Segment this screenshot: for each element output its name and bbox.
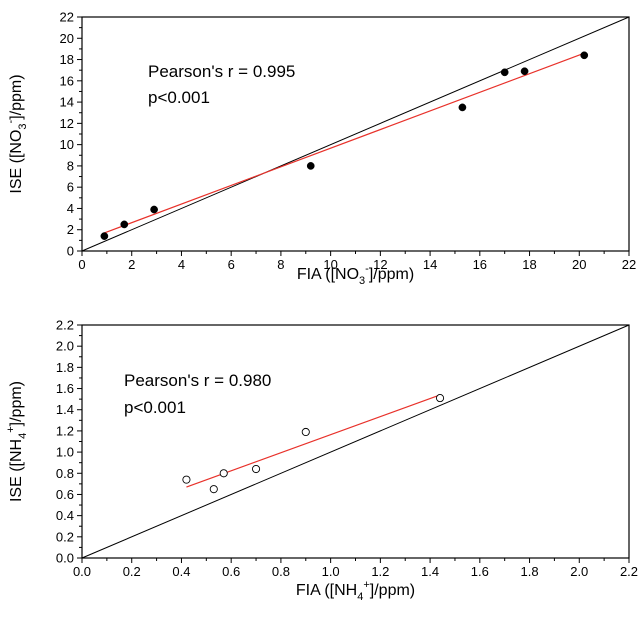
- panel2-data-point: [219, 469, 228, 478]
- panel2-y-tick-label: 0.0: [56, 551, 74, 566]
- panel2-x-tick-label: 1.6: [471, 564, 489, 579]
- panel1-y-tick-label: 8: [67, 158, 74, 173]
- panel2-y-tick-label: 1.0: [56, 445, 74, 460]
- panel2-x-tick-label: 1.0: [322, 564, 340, 579]
- panel2-annotation-p: p<0.001: [124, 398, 186, 417]
- panel1-y-tick-label: 10: [60, 137, 74, 152]
- panel2-y-tick-label: 1.8: [56, 360, 74, 375]
- panel1-y-tick-label: 14: [60, 95, 74, 110]
- panel1-annotation-r: Pearson's r = 0.995: [148, 62, 295, 81]
- panel1-x-tick-label: 22: [622, 257, 636, 272]
- panel2-y-tick-label: 0.6: [56, 487, 74, 502]
- panel1-x-tick-label: 20: [572, 257, 586, 272]
- panel1-y-axis-label: ISE ([NO3-]/ppm): [5, 74, 29, 193]
- panel1-x-tick-label: 6: [228, 257, 235, 272]
- panel2-x-tick-label: 0.2: [123, 564, 141, 579]
- panel2-annotation-r: Pearson's r = 0.980: [124, 371, 271, 390]
- panel2-y-tick-label: 2.0: [56, 339, 74, 354]
- panel-2: 0.0 0.2 0.4 0.6 0.8 1.0 1.2 1.4 1.6 1.8 2.0 2.2 0.0 0…: [5, 318, 638, 604]
- panel1-y-tick-label: 4: [67, 201, 74, 216]
- panel2-x-tick-label: 1.2: [371, 564, 389, 579]
- panel1-x-tick-label: 18: [522, 257, 536, 272]
- panel2-y-tick-label: 2.2: [56, 318, 74, 333]
- panel2-data-point: [301, 427, 310, 437]
- panel2-data-point: [435, 394, 445, 403]
- panel1-x-tick-label: 8: [277, 257, 284, 272]
- panel1-y-tick-label: 0: [67, 244, 74, 259]
- panel2-x-tick-label: 2.2: [620, 564, 638, 579]
- panel2-y-tick-label: 0.8: [56, 466, 74, 481]
- panel1-data-point: [100, 232, 109, 240]
- panel1-annotation-p: p<0.001: [148, 88, 210, 107]
- panel2-y-tick-label: 1.4: [56, 402, 74, 417]
- panel2-x-axis-label: FIA ([NH4+]/ppm): [296, 579, 415, 603]
- panel1-y-tick-label: 18: [60, 52, 74, 67]
- panel1-y-tick-label: 12: [60, 116, 74, 131]
- panel1-data-point: [120, 220, 129, 229]
- panel2-identity-line: [81, 324, 630, 559]
- panel1-data-point: [520, 67, 529, 76]
- panel1-data-point: [306, 162, 315, 170]
- panel2-data-point: [209, 485, 218, 494]
- panel1-y-tick-label: 2: [67, 222, 74, 237]
- panel1-x-tick-label: 10: [323, 257, 337, 272]
- panel1-x-tick-label: 12: [373, 257, 387, 272]
- panel2-y-tick-label: 0.2: [56, 529, 74, 544]
- panel2-data-point: [182, 475, 191, 484]
- panel2-x-tick-label: 1.4: [421, 564, 439, 579]
- panel2-x-tick-label: 0.8: [272, 564, 290, 579]
- panel1-identity-line: [81, 16, 630, 252]
- panel2-y-axis-label: ISE ([NH4+]/ppm): [5, 381, 29, 502]
- panel2-y-tick-label: 1.6: [56, 381, 74, 396]
- panel1-fit-line: [104, 52, 585, 234]
- panel1-x-tick-label: 2: [128, 257, 135, 272]
- panel-1: 0 2 4 6 8 10 12 14 16 18 20 22 0 2 4 6 8 10 12 14 16 18 20 22 FI…: [5, 10, 636, 288]
- panel1-x-tick-label: 4: [178, 257, 185, 272]
- panel1-data-point: [500, 68, 509, 77]
- panel2-y-tick-label: 1.2: [56, 423, 74, 438]
- panel1-y-tick-label: 22: [60, 10, 74, 25]
- panel2-x-tick-label: 0.4: [172, 564, 190, 579]
- panel1-y-tick-label: 20: [60, 31, 74, 46]
- panel2-data-point: [251, 464, 261, 474]
- panel1-data-point: [150, 205, 158, 214]
- panel2-x-tick-label: 1.8: [521, 564, 539, 579]
- panel1-x-tick-label: 0: [78, 257, 85, 272]
- panel1-y-tick-label: 16: [60, 73, 74, 88]
- panel2-x-tick-label: 2.0: [570, 564, 588, 579]
- panel1-data-point: [458, 103, 467, 112]
- panel1-x-tick-label: 16: [473, 257, 487, 272]
- panel2-x-tick-label: 0.6: [222, 564, 240, 579]
- panel1-y-tick-label: 6: [67, 180, 74, 195]
- panel2-x-tick-label: 0.0: [73, 564, 91, 579]
- panel1-data-point: [580, 51, 589, 60]
- panel2-fit-line: [186, 394, 441, 488]
- panel2-y-tick-label: 0.4: [56, 508, 74, 523]
- panel1-x-axis-label: FIA ([NO3-]/ppm): [297, 263, 414, 287]
- panel1-x-tick-label: 14: [423, 257, 437, 272]
